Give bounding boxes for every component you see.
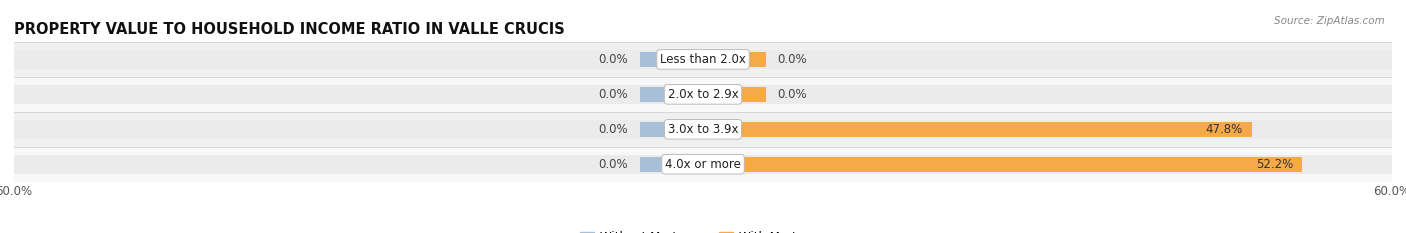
Bar bbox=[640, 122, 703, 137]
Bar bbox=[14, 112, 1392, 147]
Text: 0.0%: 0.0% bbox=[599, 53, 628, 66]
Text: Less than 2.0x: Less than 2.0x bbox=[659, 53, 747, 66]
Bar bbox=[14, 42, 1392, 77]
Bar bbox=[703, 87, 766, 102]
Text: 0.0%: 0.0% bbox=[599, 158, 628, 171]
Text: 47.8%: 47.8% bbox=[1205, 123, 1243, 136]
Bar bbox=[703, 122, 766, 137]
Bar bbox=[640, 87, 703, 102]
Bar bbox=[640, 52, 703, 67]
Bar bbox=[703, 52, 766, 67]
Text: 4.0x or more: 4.0x or more bbox=[665, 158, 741, 171]
Bar bbox=[703, 85, 1392, 104]
Bar bbox=[640, 157, 703, 172]
Bar bbox=[703, 122, 1251, 137]
Bar bbox=[14, 77, 1392, 112]
Bar bbox=[703, 50, 1392, 69]
Text: 0.0%: 0.0% bbox=[778, 53, 807, 66]
Bar bbox=[703, 157, 766, 172]
Bar bbox=[703, 155, 1392, 174]
Text: 0.0%: 0.0% bbox=[599, 123, 628, 136]
Legend: Without Mortgage, With Mortgage: Without Mortgage, With Mortgage bbox=[575, 226, 831, 233]
Text: 2.0x to 2.9x: 2.0x to 2.9x bbox=[668, 88, 738, 101]
Text: 52.2%: 52.2% bbox=[1256, 158, 1294, 171]
Bar bbox=[14, 155, 703, 174]
Text: 3.0x to 3.9x: 3.0x to 3.9x bbox=[668, 123, 738, 136]
Bar bbox=[703, 157, 1302, 172]
Bar bbox=[14, 147, 1392, 182]
Bar bbox=[703, 120, 1392, 139]
Text: 0.0%: 0.0% bbox=[778, 88, 807, 101]
Text: Source: ZipAtlas.com: Source: ZipAtlas.com bbox=[1274, 16, 1385, 26]
Text: PROPERTY VALUE TO HOUSEHOLD INCOME RATIO IN VALLE CRUCIS: PROPERTY VALUE TO HOUSEHOLD INCOME RATIO… bbox=[14, 22, 565, 37]
Bar bbox=[14, 50, 703, 69]
Text: 0.0%: 0.0% bbox=[599, 88, 628, 101]
Bar bbox=[14, 85, 703, 104]
Bar bbox=[14, 120, 703, 139]
